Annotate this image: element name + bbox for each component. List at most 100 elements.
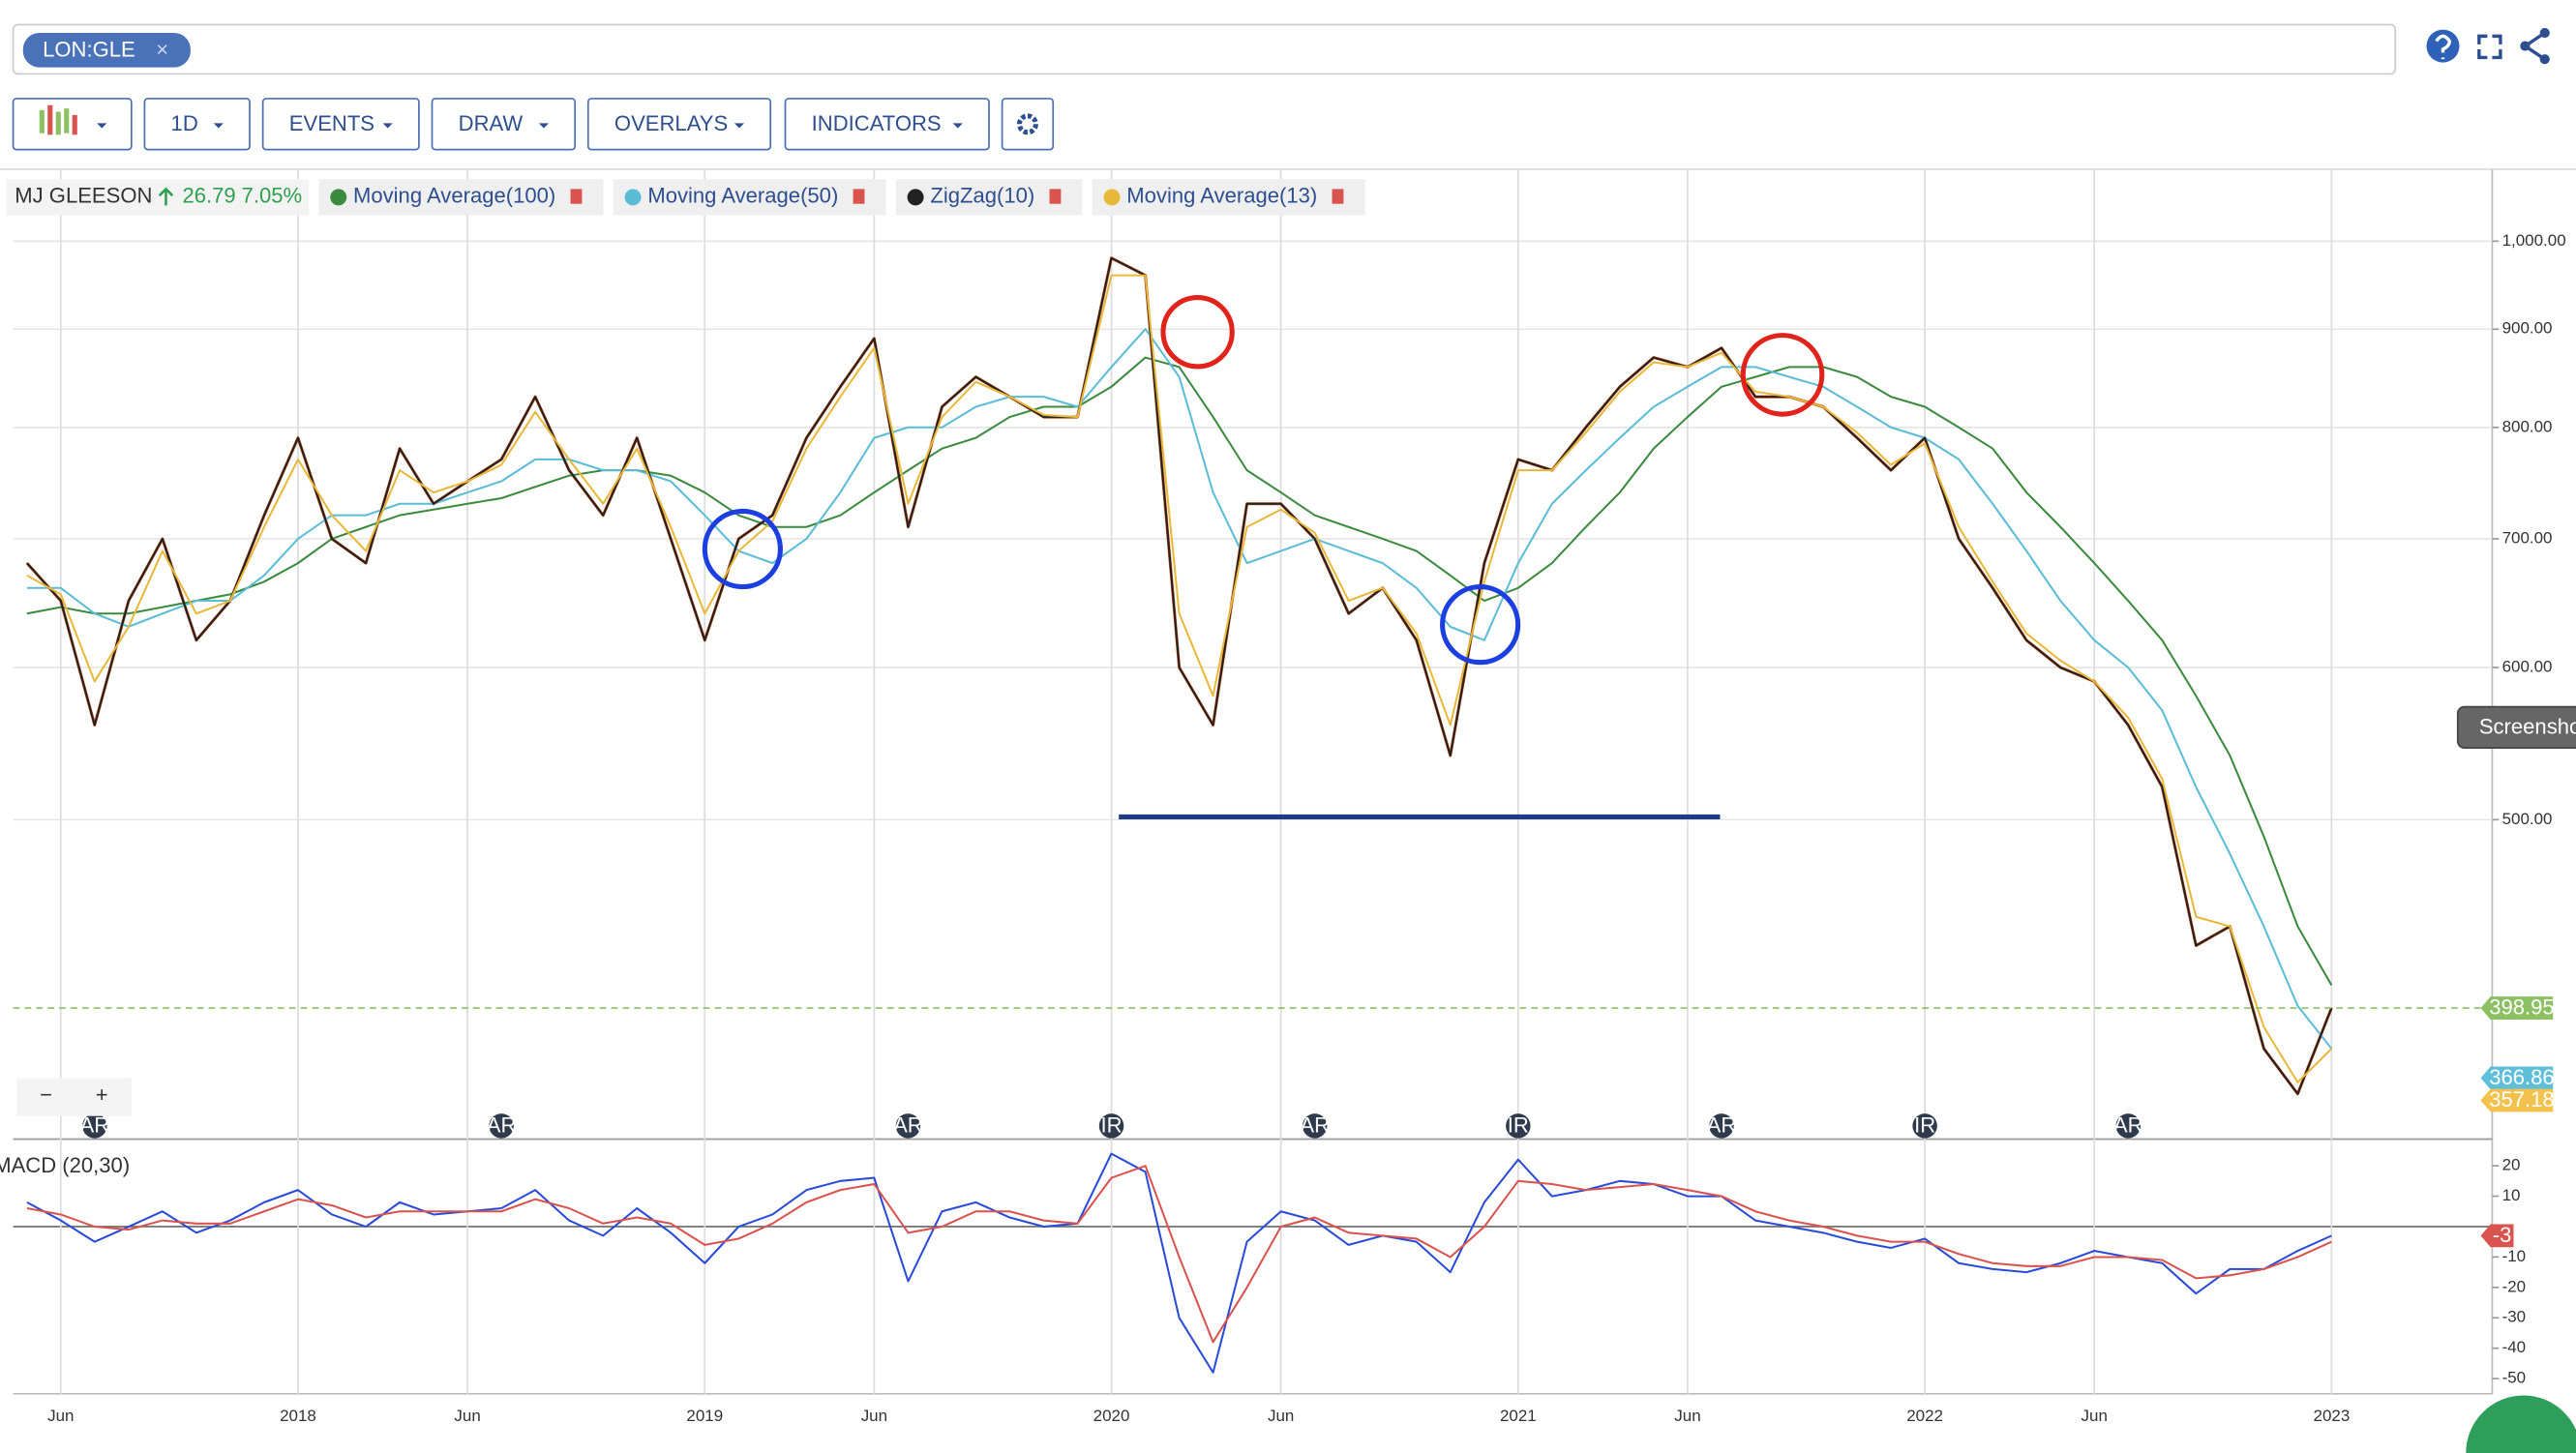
event-badge[interactable] — [1912, 1113, 1937, 1139]
screenshot-tab[interactable] — [2456, 705, 2576, 749]
legend-bg — [6, 179, 310, 216]
event-badge[interactable] — [1709, 1113, 1734, 1139]
y-tick-label: -30 — [2502, 1308, 2527, 1326]
event-badge[interactable] — [1098, 1113, 1124, 1139]
indicators-button[interactable] — [784, 98, 990, 151]
zoom-in[interactable]: + — [96, 1082, 108, 1107]
draw-button[interactable] — [431, 98, 577, 151]
macd-tag-label: -3 — [2493, 1223, 2512, 1247]
fullscreen-icon[interactable] — [2477, 34, 2502, 60]
price-tag-label: 366.86 — [2489, 1065, 2554, 1089]
symbol-name: MJ GLEESON — [15, 184, 152, 208]
change: 26.79 — [182, 184, 235, 208]
y-tick-label: 500.00 — [2502, 810, 2553, 828]
x-tick-label: 2019 — [686, 1407, 723, 1425]
legend-chip — [318, 179, 604, 216]
event-badge[interactable] — [82, 1113, 107, 1139]
y-tick-label: 1,000.00 — [2502, 231, 2566, 250]
y-tick-label: 700.00 — [2502, 529, 2553, 548]
event-label: AR — [2113, 1113, 2143, 1138]
up-arrow — [158, 187, 174, 206]
y-tick-label: 900.00 — [2502, 319, 2553, 338]
price-tag-label: 398.95 — [2489, 995, 2554, 1020]
delete-icon[interactable] — [853, 189, 865, 204]
zoom-bg — [15, 1078, 132, 1116]
delete-icon[interactable] — [570, 189, 583, 204]
event-badge[interactable] — [895, 1113, 921, 1139]
series-line — [26, 1165, 2332, 1344]
legend-swatch — [624, 189, 642, 206]
legend-item: Moving Average(100) — [318, 179, 604, 216]
series-line — [26, 256, 2333, 1095]
chat-button[interactable] — [2466, 1395, 2576, 1453]
event-badge[interactable] — [1506, 1113, 1531, 1139]
x-tick-label: 2021 — [1500, 1407, 1537, 1425]
caret — [382, 123, 393, 129]
event-label: IR — [1101, 1113, 1123, 1138]
event-label: AR — [1300, 1113, 1330, 1138]
x-tick-label: 2023 — [2314, 1407, 2351, 1425]
annotation-circle — [702, 508, 783, 590]
search-box[interactable] — [12, 23, 2397, 75]
overlays-button[interactable] — [586, 98, 772, 151]
y-tick-label: 20 — [2502, 1156, 2521, 1174]
screenshot-label: Screenshot — [2479, 715, 2576, 739]
x-tick-label: Jun — [47, 1407, 74, 1425]
x-tick-label: 2018 — [280, 1407, 316, 1425]
legend-label: Moving Average(50) — [647, 184, 838, 208]
macd-tag — [2480, 1224, 2514, 1248]
x-tick-label: Jun — [454, 1407, 480, 1425]
x-tick-label: Jun — [1674, 1407, 1700, 1425]
event-label: AR — [1707, 1113, 1737, 1138]
y-tick-label: 800.00 — [2502, 417, 2553, 435]
settings-button[interactable] — [1001, 98, 1055, 151]
event-badge[interactable] — [489, 1113, 514, 1139]
draw-label: DRAW — [459, 111, 524, 135]
annotation-circle — [1160, 294, 1235, 370]
y-tick-label: -10 — [2502, 1247, 2527, 1265]
remove-symbol[interactable]: × — [156, 37, 168, 61]
event-label: AR — [893, 1113, 923, 1138]
annotation-circle — [1440, 584, 1521, 666]
grid: 500.00 600.00 700.00 800.00 900.00 1,000.00 20… — [13, 169, 2566, 1425]
price-tag — [2480, 1066, 2554, 1090]
gear-icon — [1016, 113, 1038, 135]
annotation-circle — [1740, 333, 1825, 417]
series-line — [26, 1152, 2332, 1374]
event-badge[interactable] — [2115, 1113, 2141, 1139]
event-label: IR — [1508, 1113, 1529, 1138]
x-tick-label: 2022 — [1906, 1407, 1943, 1425]
legend-item: ZigZag(10) — [895, 179, 1083, 216]
event-label: IR — [1914, 1113, 1935, 1138]
event-badge[interactable] — [1302, 1113, 1328, 1139]
indicators-label: INDICATORS — [812, 111, 942, 135]
y-tick-label: -40 — [2502, 1338, 2527, 1356]
delete-icon[interactable] — [1332, 189, 1344, 204]
price-tag — [2480, 996, 2554, 1020]
help-icon[interactable] — [2426, 29, 2460, 63]
legend-swatch — [1103, 189, 1121, 206]
x-tick-label: Jun — [2082, 1407, 2108, 1425]
x-tick-label: Jun — [861, 1407, 887, 1425]
caret — [952, 123, 963, 129]
legend-label: Moving Average(13) — [1126, 184, 1317, 208]
delete-icon[interactable] — [1049, 189, 1062, 204]
interval-button[interactable] — [143, 98, 251, 151]
share-icon[interactable] — [2520, 27, 2550, 65]
legend-chip — [613, 179, 886, 216]
events-button[interactable] — [261, 98, 420, 151]
symbol-tag[interactable] — [22, 32, 191, 68]
legend-swatch — [907, 189, 924, 206]
caret — [538, 123, 550, 129]
zoom-out[interactable]: − — [40, 1082, 52, 1107]
series-line — [26, 356, 2333, 986]
series-line — [26, 328, 2333, 1050]
series-line — [26, 274, 2333, 1083]
event-label: AR — [487, 1113, 517, 1138]
legend: Moving Average(100) Moving Average(50) Zig… — [318, 179, 1365, 216]
price-tag — [2480, 1088, 2554, 1112]
